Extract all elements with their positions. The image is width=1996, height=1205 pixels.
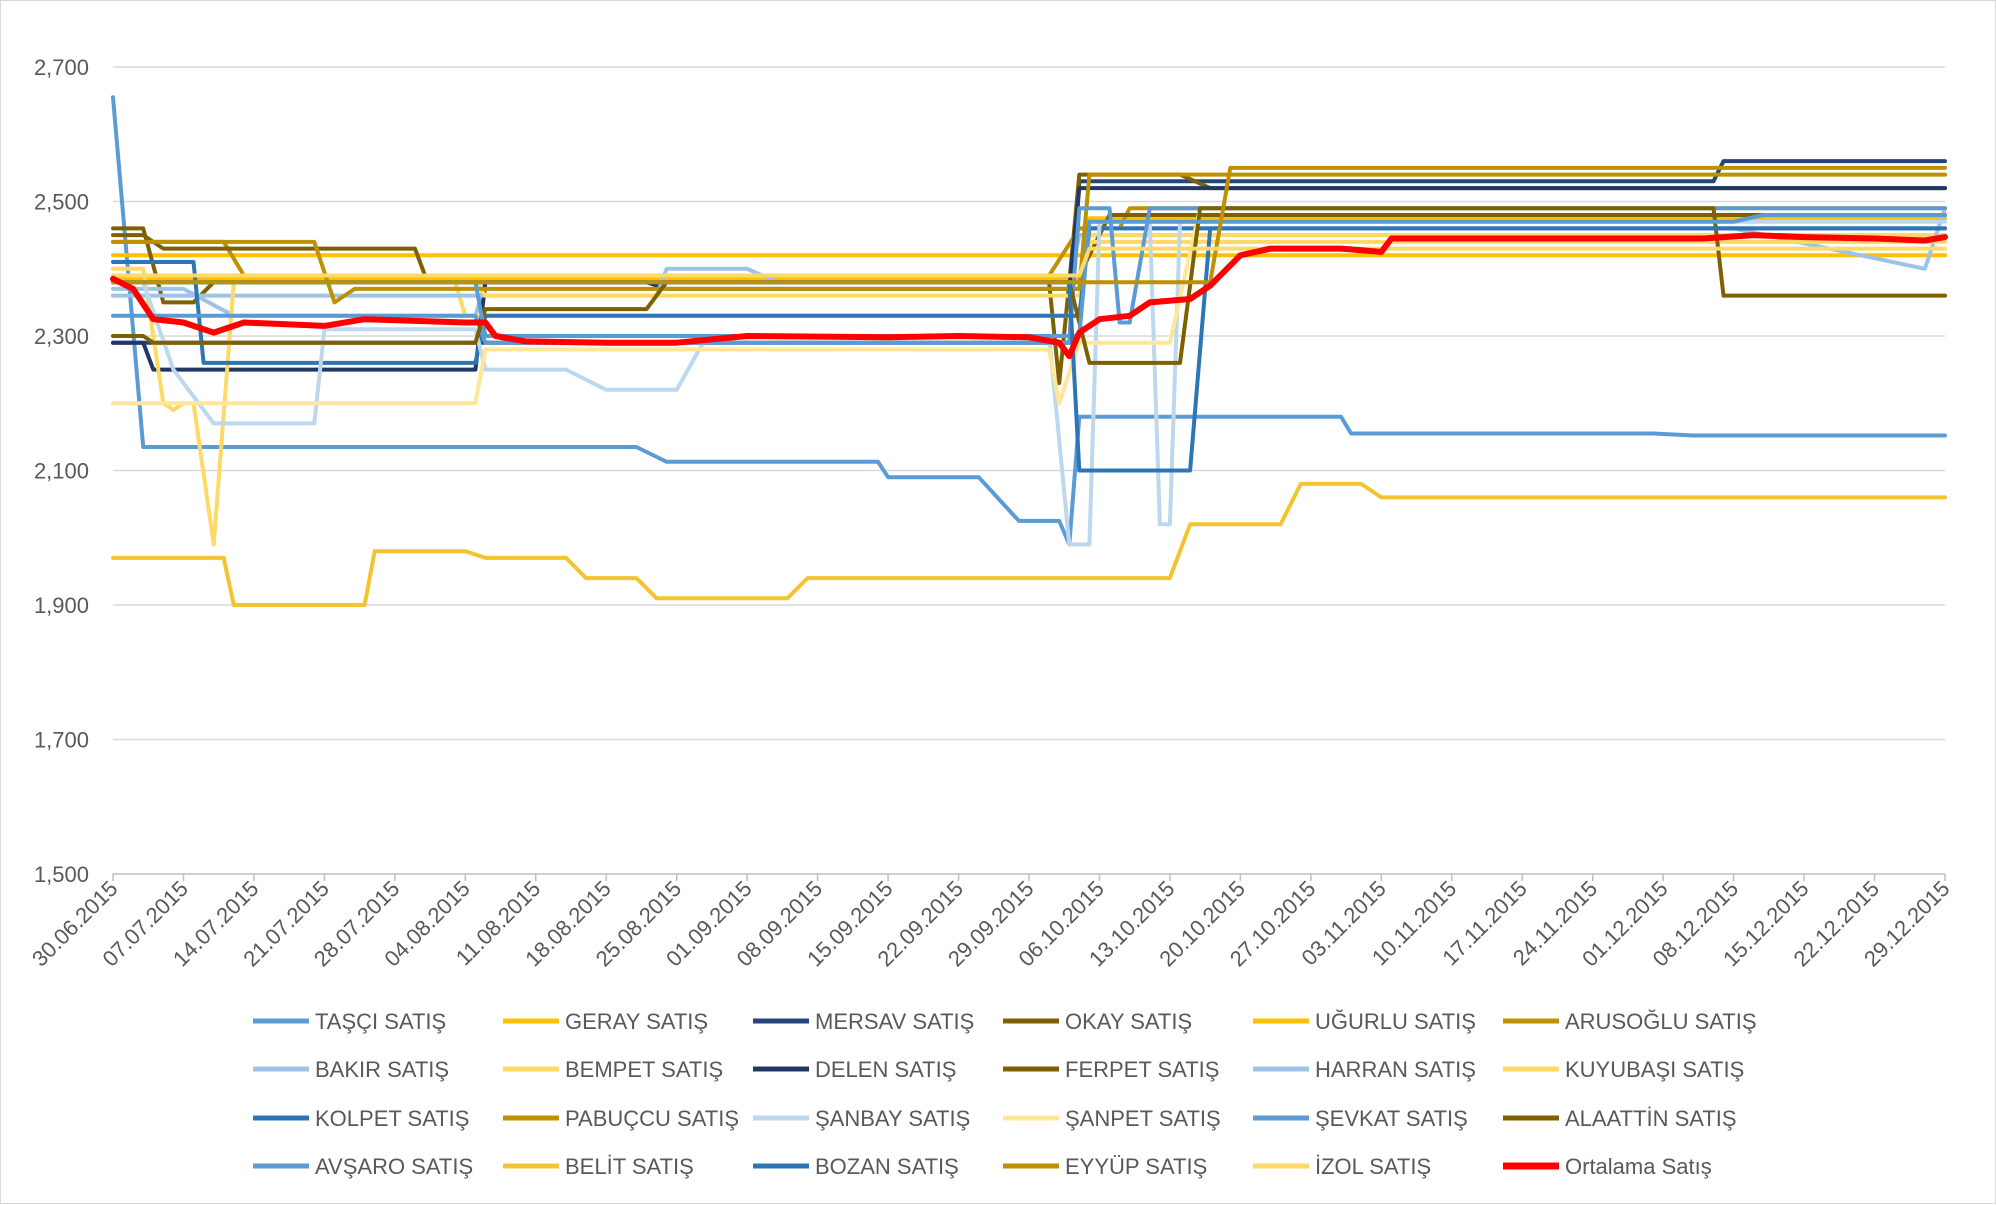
legend-label: KOLPET SATIŞ bbox=[315, 1106, 469, 1131]
legend-label: BOZAN SATIŞ bbox=[815, 1154, 959, 1179]
legend-label: ŞANPET SATIŞ bbox=[1065, 1106, 1221, 1131]
legend-label: GERAY SATIŞ bbox=[565, 1009, 708, 1034]
series-line-18 bbox=[111, 213, 1947, 338]
series-line-14 bbox=[111, 219, 1947, 547]
legend-label: AVŞARO SATIŞ bbox=[315, 1154, 473, 1179]
series-line-23 bbox=[110, 232, 1948, 360]
x-axis: 30.06.201507.07.201514.07.201521.07.2015… bbox=[27, 873, 1955, 971]
series-line-15 bbox=[111, 206, 1947, 406]
legend-label: TAŞÇI SATIŞ bbox=[315, 1009, 446, 1034]
series-line-19 bbox=[111, 481, 1947, 607]
series-line-9 bbox=[111, 213, 1947, 278]
legend-label: BEMPET SATIŞ bbox=[565, 1057, 723, 1082]
legend-label: ŞANBAY SATIŞ bbox=[815, 1106, 970, 1131]
legend-label: Ortalama Satış bbox=[1565, 1154, 1712, 1179]
y-tick-label: 2,300 bbox=[34, 324, 89, 349]
legend-label: DELEN SATIŞ bbox=[815, 1057, 956, 1082]
y-tick-label: 1,700 bbox=[34, 728, 89, 753]
series-line-22 bbox=[111, 246, 1947, 278]
series-line-21 bbox=[111, 165, 1947, 285]
legend-label: ŞEVKAT SATIŞ bbox=[1315, 1106, 1468, 1131]
y-tick-label: 2,500 bbox=[34, 190, 89, 215]
series-line-0 bbox=[111, 95, 1947, 547]
legend-label: ARUSOĞLU SATIŞ bbox=[1565, 1009, 1757, 1034]
legend-label: MERSAV SATIŞ bbox=[815, 1009, 974, 1034]
legend-label: BAKIR SATIŞ bbox=[315, 1057, 449, 1082]
legend-label: PABUÇCU SATIŞ bbox=[565, 1106, 739, 1131]
legend-label: OKAY SATIŞ bbox=[1065, 1009, 1192, 1034]
legend-label: KUYUBAŞI SATIŞ bbox=[1565, 1057, 1744, 1082]
gridlines bbox=[113, 66, 1945, 741]
series-lines bbox=[110, 95, 1948, 607]
legend-label: FERPET SATIŞ bbox=[1065, 1057, 1219, 1082]
y-tick-label: 2,700 bbox=[34, 55, 89, 80]
legend-label: ALAATTİN SATIŞ bbox=[1565, 1106, 1737, 1131]
legend-label: HARRAN SATIŞ bbox=[1315, 1057, 1476, 1082]
y-tick-label: 2,100 bbox=[34, 459, 89, 484]
legend: TAŞÇI SATIŞ GERAY SATIŞ MERSAV SATIŞ OKAY S… bbox=[253, 1009, 1757, 1179]
legend-label: UĞURLU SATIŞ bbox=[1315, 1009, 1476, 1034]
legend-label: EYYÜP SATIŞ bbox=[1065, 1154, 1207, 1179]
y-axis: 1,500 1,700 1,900 2,100 2,300 2,500 2,700 bbox=[34, 55, 89, 887]
legend-label: BELİT SATIŞ bbox=[565, 1154, 694, 1179]
series-line-13 bbox=[111, 172, 1947, 305]
y-tick-label: 1,900 bbox=[34, 593, 89, 618]
legend-label: İZOL SATIŞ bbox=[1315, 1154, 1431, 1179]
y-tick-label: 1,500 bbox=[34, 862, 89, 887]
